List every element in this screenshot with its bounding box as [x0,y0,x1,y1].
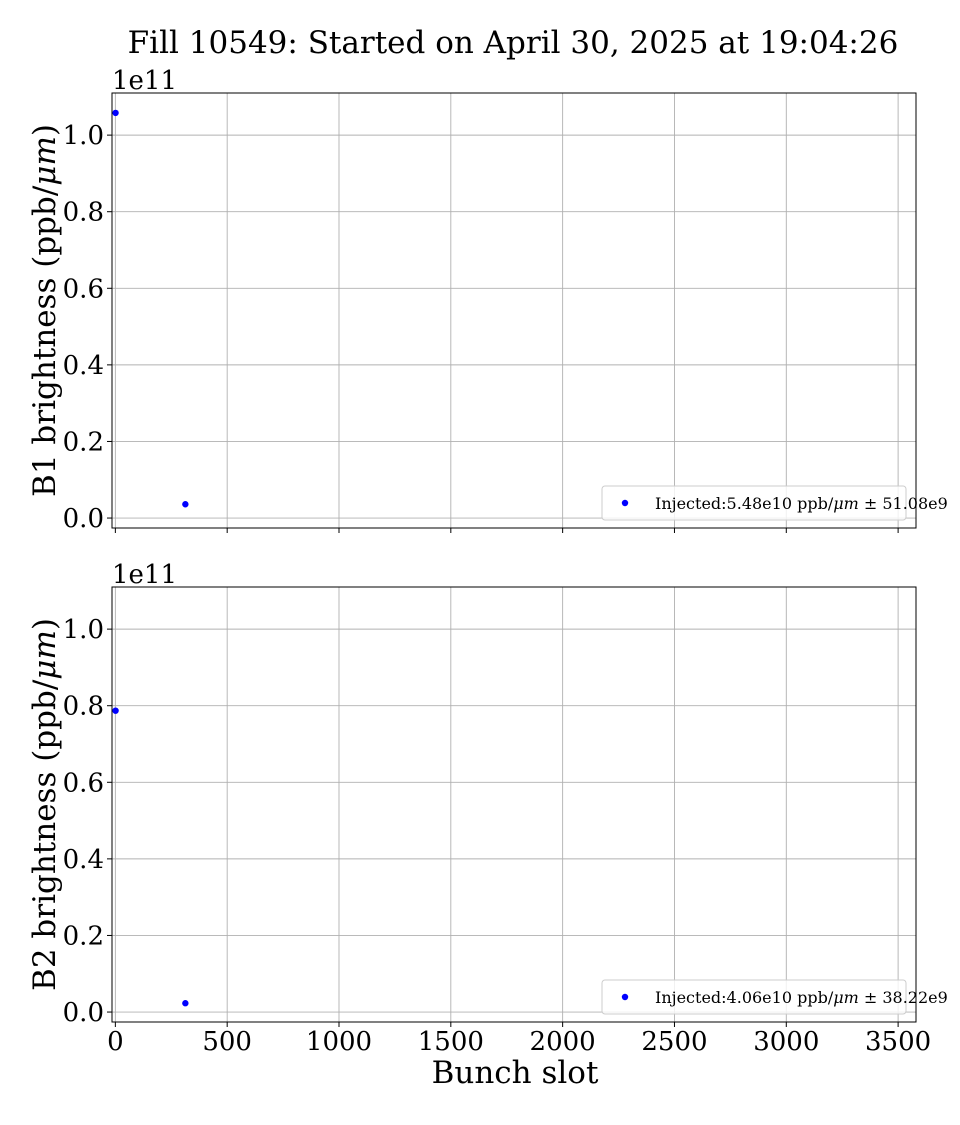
x-tick-label: 3500 [865,1027,931,1057]
data-point [182,501,189,508]
axes-frame [111,92,917,529]
y-tick-label: 0.8 [63,692,104,722]
x-tick-label: 1000 [306,1027,372,1057]
data-point [112,109,119,117]
y-tick-label: 0.6 [63,274,104,304]
y-tick-label: 0.2 [63,921,104,951]
y-tick-label: 0.0 [63,504,104,534]
data-point [112,707,119,714]
legend-box [601,979,907,1015]
y-tick-label: 0.4 [63,351,104,381]
x-tick-label: 2000 [530,1027,596,1057]
x-axis-label: Bunch slot [432,1055,599,1091]
legend-label: Injected:4.06e10 ppb/μm ± 38.22e9 [655,988,948,1007]
y-tick-label: 1.0 [63,121,104,151]
y-tick-label: 0.2 [63,427,104,457]
y-axis-label: B2 brightness (ppb/μm) [27,618,63,991]
legend: Injected:5.48e10 ppb/μm ± 51.08e9 [601,485,948,521]
x-tick-label: 0 [107,1027,124,1057]
legend: Injected:4.06e10 ppb/μm ± 38.22e9 [601,979,948,1015]
x-tick-label: 1500 [418,1027,484,1057]
legend-marker [621,993,629,1001]
y-tick-label: 0.4 [63,845,104,875]
axes-frame [111,586,917,1023]
panel-1: 0.0 0.2 0.4 0.6 0.8 1.0 1e11 B1 brightness (ppb… [27,66,948,534]
x-tick-label: 500 [202,1027,252,1057]
panel-2: 0.0 0.2 0.4 0.6 0.8 1.0 0 500 1000 1500 2000 2500 30… [27,560,948,1091]
y-tick-label: 0.8 [63,198,104,228]
y-axis-label: B1 brightness (ppb/μm) [27,124,63,497]
y-tick-label: 0.0 [63,998,104,1028]
y-tick-label: 0.6 [63,768,104,798]
y-offset-label: 1e11 [112,66,177,96]
y-tick-label: 1.0 [63,615,104,645]
legend-marker [621,499,629,507]
x-tick-label: 2500 [641,1027,707,1057]
x-tick-label: 3000 [753,1027,819,1057]
legend-box [601,485,907,521]
figure-title: Fill 10549: Started on April 30, 2025 at… [128,25,899,61]
legend-label: Injected:5.48e10 ppb/μm ± 51.08e9 [655,494,948,513]
y-offset-label: 1e11 [112,560,177,590]
data-point [182,1000,189,1007]
